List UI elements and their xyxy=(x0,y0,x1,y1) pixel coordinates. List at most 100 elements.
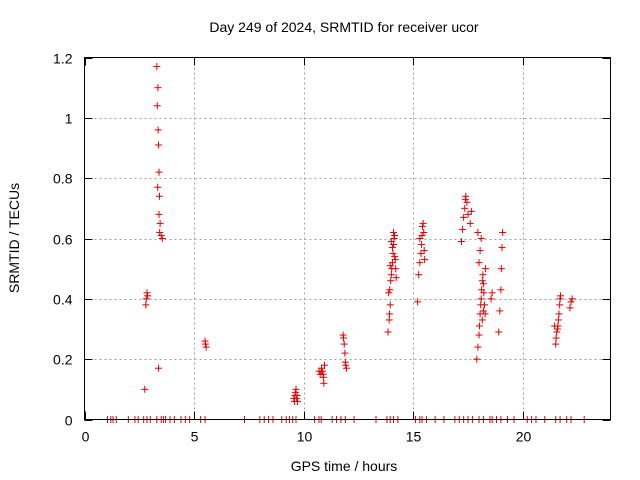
x-axis-label: GPS time / hours xyxy=(291,458,398,474)
data-point xyxy=(340,334,348,342)
data-point xyxy=(292,385,300,393)
data-point xyxy=(157,231,165,239)
data-point xyxy=(552,334,560,342)
data-point xyxy=(418,222,426,230)
data-point xyxy=(154,84,162,92)
data-point xyxy=(385,316,393,324)
data-point xyxy=(142,295,150,303)
data-point xyxy=(320,361,328,369)
data-point xyxy=(475,259,483,267)
data-point xyxy=(479,280,487,288)
x-tick-label: 20 xyxy=(516,429,532,445)
data-point xyxy=(478,277,486,285)
data-point xyxy=(391,256,399,264)
data-point xyxy=(141,385,149,393)
data-point xyxy=(555,310,563,318)
data-point xyxy=(462,192,470,200)
data-point xyxy=(386,310,394,318)
y-tick-label: 1.2 xyxy=(53,51,73,67)
data-point xyxy=(391,231,399,239)
data-point xyxy=(389,250,397,258)
data-point xyxy=(155,192,163,200)
data-point xyxy=(340,340,348,348)
data-point xyxy=(566,304,574,312)
data-point xyxy=(420,247,428,255)
data-point xyxy=(416,235,424,242)
data-point xyxy=(499,228,507,236)
data-point xyxy=(144,292,152,300)
y-tick-label: 0.2 xyxy=(53,352,73,368)
data-point xyxy=(390,228,398,236)
y-axis-label: SRMTID / TECUs xyxy=(6,183,22,293)
y-tick-label: 0 xyxy=(65,413,73,429)
data-point xyxy=(156,219,164,227)
data-point xyxy=(460,213,468,221)
data-point xyxy=(568,295,576,303)
data-point xyxy=(467,207,475,215)
data-point xyxy=(551,322,559,330)
y-tick-label: 0.6 xyxy=(53,232,73,248)
data-point xyxy=(419,219,427,227)
data-point xyxy=(342,361,350,369)
data-point xyxy=(143,289,151,297)
data-point xyxy=(477,235,485,242)
data-point xyxy=(496,307,504,315)
data-point xyxy=(155,141,163,149)
data-point xyxy=(155,168,163,176)
data-point xyxy=(497,265,505,273)
chart-title: Day 249 of 2024, SRMTID for receiver uco… xyxy=(209,19,479,35)
data-point xyxy=(342,364,350,372)
x-tick-label: 0 xyxy=(82,429,90,445)
grid-layer xyxy=(84,57,611,420)
data-point xyxy=(479,307,487,315)
data-point xyxy=(552,340,560,348)
data-point xyxy=(477,295,485,303)
data-point xyxy=(386,301,394,309)
x-tick-label: 10 xyxy=(297,429,313,445)
data-point xyxy=(290,397,298,405)
data-point xyxy=(154,126,162,134)
data-point xyxy=(291,388,299,396)
data-point xyxy=(495,328,503,336)
data-point xyxy=(293,391,301,399)
data-point xyxy=(391,253,399,261)
data-point xyxy=(415,271,423,279)
data-point xyxy=(202,343,210,351)
data-point xyxy=(387,238,395,246)
y-tick-label: 0.8 xyxy=(53,171,73,187)
data-point xyxy=(319,373,327,381)
data-point xyxy=(420,228,428,236)
data-point xyxy=(142,301,150,309)
data-point xyxy=(481,310,489,318)
data-point xyxy=(387,271,395,279)
data-point xyxy=(155,364,163,372)
plot-frame xyxy=(84,57,611,420)
data-point xyxy=(416,259,424,267)
data-point xyxy=(567,298,575,306)
data-point xyxy=(457,238,465,246)
data-point xyxy=(478,316,486,324)
data-point xyxy=(464,210,472,218)
data-point xyxy=(414,298,422,306)
data-point xyxy=(156,228,164,236)
data-point xyxy=(488,289,496,297)
data-point xyxy=(556,301,564,309)
data-point xyxy=(153,63,161,71)
data-point xyxy=(482,265,490,273)
data-point xyxy=(474,343,482,351)
data-point xyxy=(392,265,400,273)
data-point xyxy=(475,331,483,339)
data-point xyxy=(386,262,394,270)
data-point xyxy=(459,225,467,233)
data-point xyxy=(498,244,506,252)
data-point xyxy=(487,295,495,303)
data-point xyxy=(557,292,565,300)
data-point xyxy=(153,102,161,110)
data-point xyxy=(421,256,429,264)
data-point xyxy=(158,235,166,242)
data-point xyxy=(392,274,400,282)
data-point xyxy=(554,316,562,324)
x-tick-label: 15 xyxy=(406,429,422,445)
data-point xyxy=(418,241,426,249)
